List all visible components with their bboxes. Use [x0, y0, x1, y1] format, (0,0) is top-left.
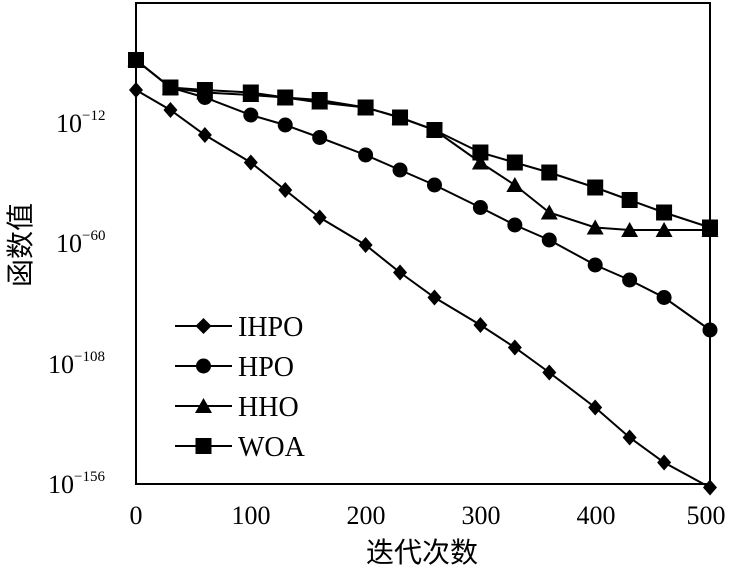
series-marker-hpo-3	[243, 107, 259, 123]
series-marker-hpo-4	[277, 117, 293, 133]
legend-label-hho: HHO	[238, 392, 299, 423]
y-tick-exponent: −60	[82, 228, 105, 244]
series-marker-hpo-5	[312, 130, 328, 145]
y-tick-exponent: −108	[74, 349, 105, 365]
series-marker-woa-12	[587, 179, 604, 196]
series-marker-hho-13	[621, 222, 639, 237]
series-marker-woa-3	[242, 84, 259, 101]
series-marker-ihpo-15	[703, 479, 717, 496]
series-marker-woa-0	[128, 52, 144, 68]
series-marker-woa-7	[392, 109, 409, 126]
series-marker-woa-5	[311, 92, 328, 108]
series-marker-hpo-7	[392, 162, 408, 178]
series-marker-hpo-12	[587, 257, 603, 273]
y-tick-exponent: −156	[74, 469, 105, 485]
series-layer	[127, 52, 719, 496]
x-tick-label-300: 300	[462, 501, 501, 530]
series-marker-hpo-13	[622, 272, 638, 288]
x-axis-title: 迭代次数	[366, 536, 478, 569]
legend-label-woa: WOA	[238, 432, 306, 463]
y-tick-base: 10	[48, 470, 74, 499]
series-marker-ihpo-7	[393, 264, 408, 281]
series-marker-woa-2	[196, 82, 213, 98]
series-marker-hho-9	[471, 154, 489, 170]
series-line-woa	[135, 59, 711, 229]
series-marker-woa-13	[621, 192, 638, 208]
y-axis-title: 函数值	[4, 203, 37, 287]
legend-circle-icon	[196, 358, 211, 374]
series-marker-ihpo-13	[622, 429, 637, 446]
legend-triangle-icon	[195, 398, 212, 413]
legend-label-hpo: HPO	[238, 352, 294, 383]
series-marker-ihpo-10	[507, 339, 522, 356]
series-marker-hho-12	[586, 219, 604, 235]
series-marker-hho-11	[540, 204, 558, 220]
y-tick-base: 10	[56, 109, 82, 138]
y-tick-label-m12: 10−12	[56, 108, 105, 138]
series-marker-hpo-10	[507, 217, 523, 233]
series-marker-woa-8	[426, 122, 443, 138]
series-marker-ihpo-11	[542, 364, 557, 381]
series-marker-ihpo-9	[473, 317, 488, 333]
series-marker-hpo-6	[358, 147, 374, 163]
series-marker-hpo-8	[426, 177, 442, 193]
series-marker-woa-9	[472, 144, 489, 161]
y-tick-base: 10	[48, 350, 74, 379]
series-marker-ihpo-4	[278, 182, 293, 198]
series-marker-ihpo-2	[197, 127, 212, 143]
y-tick-labels: 10−12 10−60 10−108 10−156	[48, 108, 105, 499]
y-tick-label-m156: 10−156	[48, 469, 105, 499]
series-marker-ihpo-12	[588, 399, 603, 416]
series-marker-woa-1	[162, 79, 179, 96]
series-marker-woa-11	[541, 164, 558, 181]
series-marker-ihpo-6	[358, 237, 373, 253]
legend: IHPO HPO HHO WOA	[175, 312, 306, 463]
x-tick-label-400: 400	[577, 501, 616, 530]
series-marker-woa-14	[656, 204, 673, 221]
x-tick-label-200: 200	[347, 501, 386, 530]
y-tick-label-m60: 10−60	[56, 228, 105, 258]
series-line-ihpo	[135, 89, 711, 489]
x-tick-label-100: 100	[232, 501, 271, 530]
series-marker-hpo-9	[472, 200, 488, 215]
x-tick-label-500: 500	[687, 501, 726, 530]
plot-frame	[135, 2, 711, 485]
series-marker-hho-14	[655, 222, 673, 237]
legend-diamond-icon	[195, 318, 212, 334]
series-marker-ihpo-1	[163, 102, 178, 118]
series-marker-hpo-15	[702, 322, 718, 338]
y-tick-exponent: −12	[82, 108, 105, 124]
y-tick-label-m108: 10−108	[48, 349, 105, 379]
series-marker-woa-15	[702, 219, 718, 236]
x-tick-labels: 0 100 200 300 400 500	[130, 501, 726, 530]
legend-label-ihpo: IHPO	[238, 312, 303, 343]
series-marker-ihpo-5	[312, 209, 327, 226]
series-marker-ihpo-8	[427, 289, 442, 306]
series-marker-hpo-11	[541, 232, 557, 248]
series-marker-ihpo-0	[129, 82, 143, 98]
series-marker-ihpo-14	[657, 454, 672, 471]
legend-square-icon	[195, 438, 212, 454]
y-tick-base: 10	[56, 229, 82, 258]
series-marker-woa-4	[277, 89, 294, 106]
series-marker-woa-6	[357, 99, 374, 116]
series-marker-woa-10	[506, 154, 523, 171]
series-marker-hpo-14	[656, 290, 672, 305]
x-tick-label-0: 0	[130, 501, 143, 530]
series-marker-hho-10	[506, 177, 524, 192]
series-line-hpo	[135, 59, 711, 331]
series-marker-ihpo-3	[243, 154, 258, 171]
